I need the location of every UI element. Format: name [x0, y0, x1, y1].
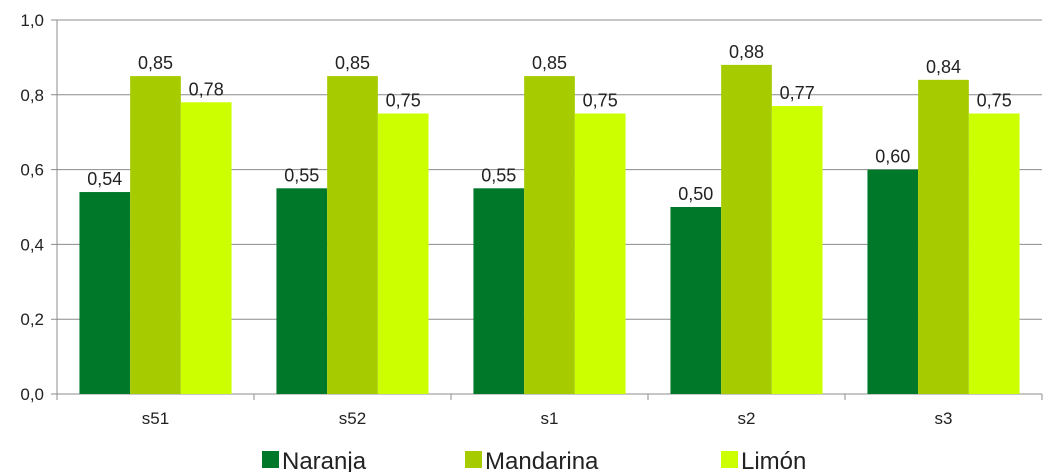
data-label: 0,77 — [780, 83, 815, 103]
y-tick-label: 0,8 — [20, 86, 44, 105]
data-label: 0,55 — [284, 165, 319, 185]
y-tick-label: 1,0 — [20, 11, 44, 30]
x-tick-label: s2 — [738, 409, 756, 428]
legend-swatch — [721, 451, 738, 468]
bar-s51-1 — [130, 76, 181, 394]
y-axis: 0,0 0,2 0,4 0,6 0,8 1,0 — [20, 11, 58, 404]
bar-s1-1 — [524, 76, 575, 394]
x-tick-label: s1 — [541, 409, 559, 428]
bar-s52-1 — [327, 76, 378, 394]
data-labels: 0,54 0,85 0,78 0,55 0,85 0,75 0,55 0,85 0,75 0,50… — [87, 42, 1011, 204]
x-tick-label: s3 — [935, 409, 953, 428]
bars — [79, 64, 1020, 395]
bar-s1-2 — [574, 113, 626, 394]
legend: Naranja Mandarina Limón — [262, 448, 806, 472]
data-label: 0,84 — [926, 57, 961, 77]
data-label: 0,50 — [678, 184, 713, 204]
data-label: 0,75 — [386, 91, 421, 111]
legend-label: Mandarina — [485, 448, 599, 472]
bar-s52-2 — [377, 113, 429, 394]
data-label: 0,75 — [977, 91, 1012, 111]
bar-s2-1 — [721, 64, 772, 394]
bar-s52-0 — [276, 188, 328, 394]
x-axis: s51 s52 s1 s2 s3 — [51, 393, 1043, 428]
legend-swatch — [465, 451, 482, 468]
y-tick-label: 0,2 — [20, 310, 44, 329]
legend-swatch — [262, 451, 279, 468]
bar-s2-0 — [670, 207, 722, 394]
x-tick-label: s51 — [142, 409, 169, 428]
data-label: 0,60 — [875, 147, 910, 167]
bar-s51-0 — [79, 192, 131, 394]
legend-label: Naranja — [282, 448, 367, 472]
data-label: 0,85 — [532, 53, 567, 73]
data-label: 0,88 — [729, 42, 764, 62]
y-tick-label: 0,4 — [20, 235, 44, 254]
bar-s3-2 — [968, 113, 1020, 394]
data-label: 0,55 — [481, 165, 516, 185]
bar-s2-2 — [771, 106, 823, 395]
bar-s3-0 — [867, 169, 919, 394]
x-tick-label: s52 — [339, 409, 366, 428]
bar-s3-1 — [918, 79, 969, 394]
data-label: 0,75 — [583, 91, 618, 111]
data-label: 0,54 — [87, 169, 122, 189]
legend-label: Limón — [741, 448, 806, 472]
bar-s1-0 — [473, 188, 525, 394]
bar-s51-2 — [180, 102, 232, 394]
data-label: 0,78 — [189, 79, 224, 99]
y-tick-label: 0,0 — [20, 385, 44, 404]
data-label: 0,85 — [335, 53, 370, 73]
data-label: 0,85 — [138, 53, 173, 73]
y-tick-label: 0,6 — [20, 161, 44, 180]
